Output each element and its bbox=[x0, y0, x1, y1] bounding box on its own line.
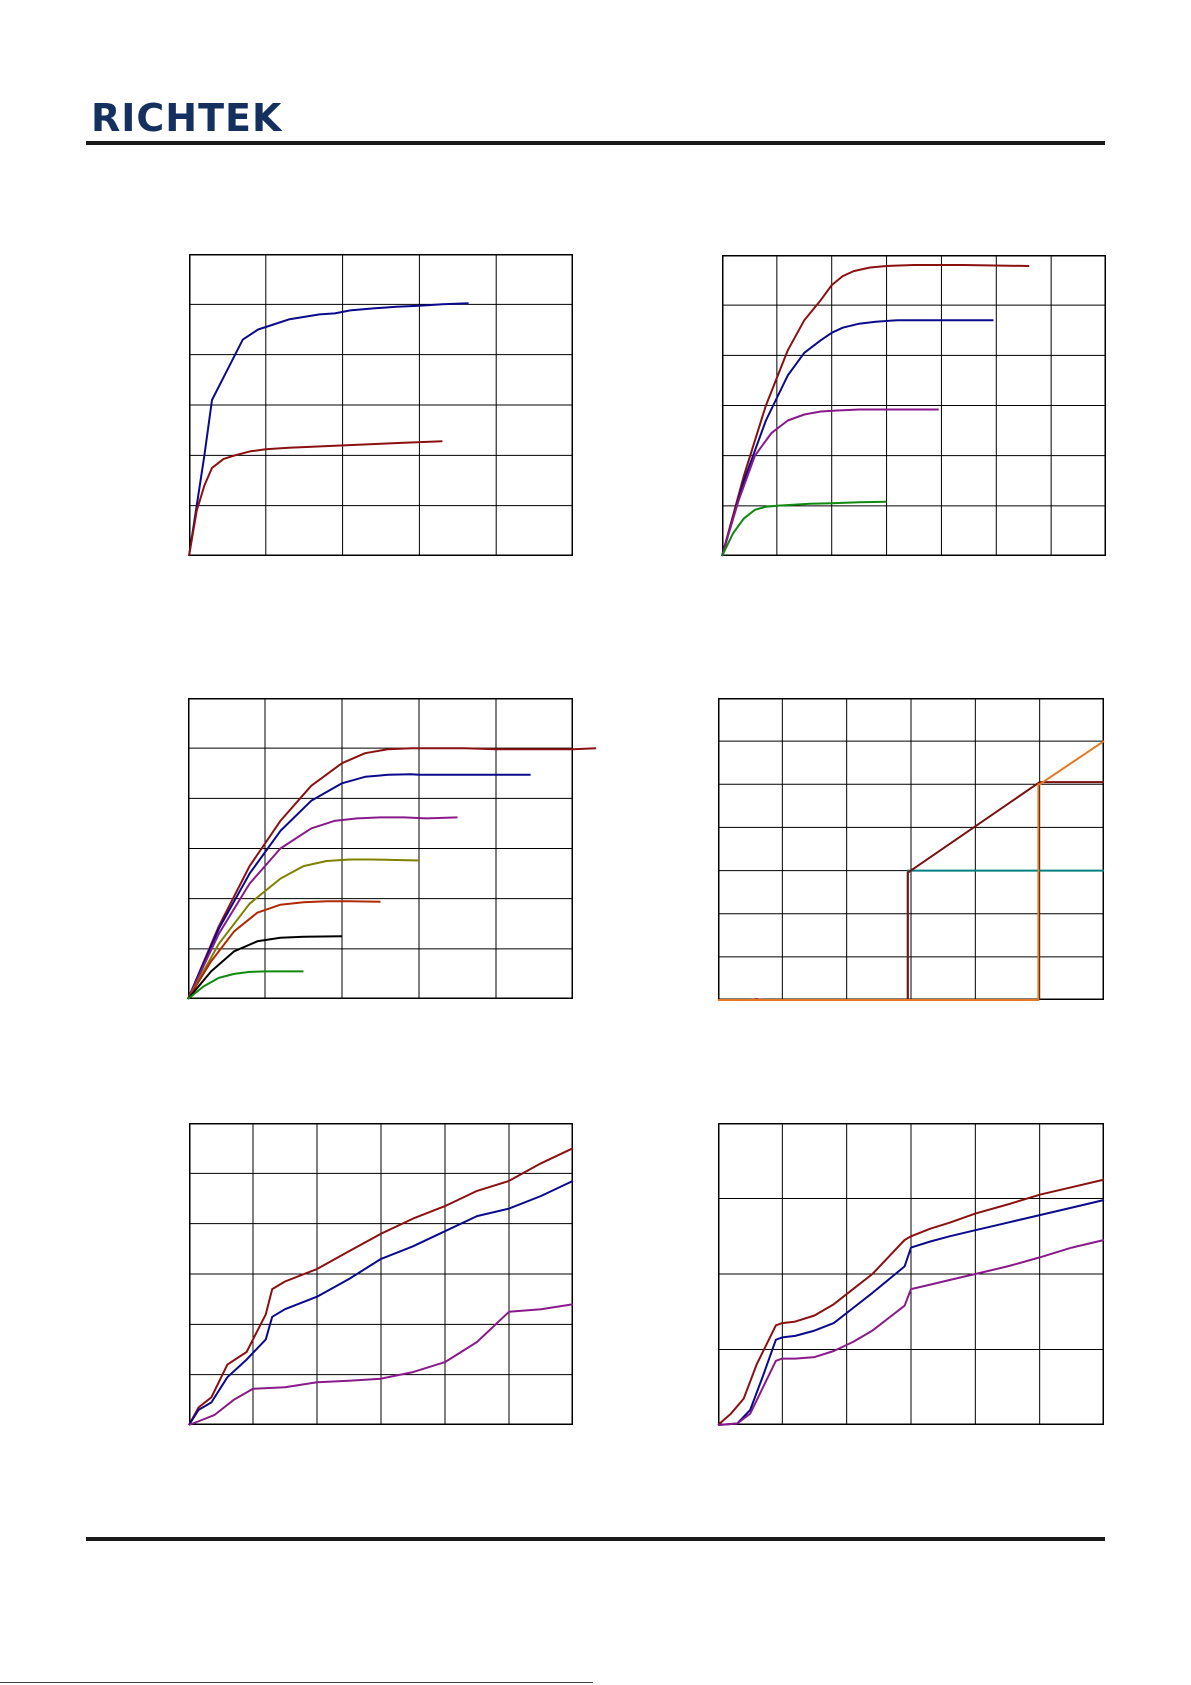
series-line-1 bbox=[721, 264, 1030, 557]
chart-4 bbox=[718, 698, 1105, 1001]
series-line-3 bbox=[187, 816, 458, 1000]
series-line-2 bbox=[187, 773, 531, 1000]
series-line-4 bbox=[187, 858, 420, 1000]
chart-2 bbox=[721, 255, 1106, 557]
series-line-4 bbox=[721, 500, 887, 557]
series-line-2 bbox=[721, 319, 994, 557]
chart-1 bbox=[188, 254, 573, 557]
series-line-5 bbox=[187, 900, 381, 1000]
chart-5 bbox=[188, 1123, 574, 1426]
chart-6 bbox=[717, 1123, 1105, 1426]
series-line-3 bbox=[718, 740, 1105, 1001]
richtek-logo: RICHTEK bbox=[91, 96, 331, 140]
series-line-1 bbox=[188, 302, 469, 557]
series-line-6 bbox=[187, 935, 343, 1000]
series-line-2 bbox=[717, 1199, 1105, 1426]
series-line-1 bbox=[187, 747, 597, 1000]
logo-wordmark: RICHTEK bbox=[91, 96, 283, 140]
series-line-3 bbox=[188, 1303, 574, 1426]
series-line-2 bbox=[188, 1179, 574, 1426]
footer-rule bbox=[86, 1537, 1105, 1541]
series-line-3 bbox=[717, 1239, 1105, 1426]
series-line-1 bbox=[188, 1147, 574, 1426]
header-rule bbox=[86, 141, 1105, 145]
series-line-7 bbox=[187, 970, 304, 1000]
series-line-1 bbox=[717, 1178, 1105, 1426]
footer-edge-line bbox=[0, 1682, 593, 1683]
chart-3 bbox=[187, 698, 597, 1000]
series-line-2 bbox=[188, 440, 443, 557]
series-line-3 bbox=[721, 408, 939, 557]
